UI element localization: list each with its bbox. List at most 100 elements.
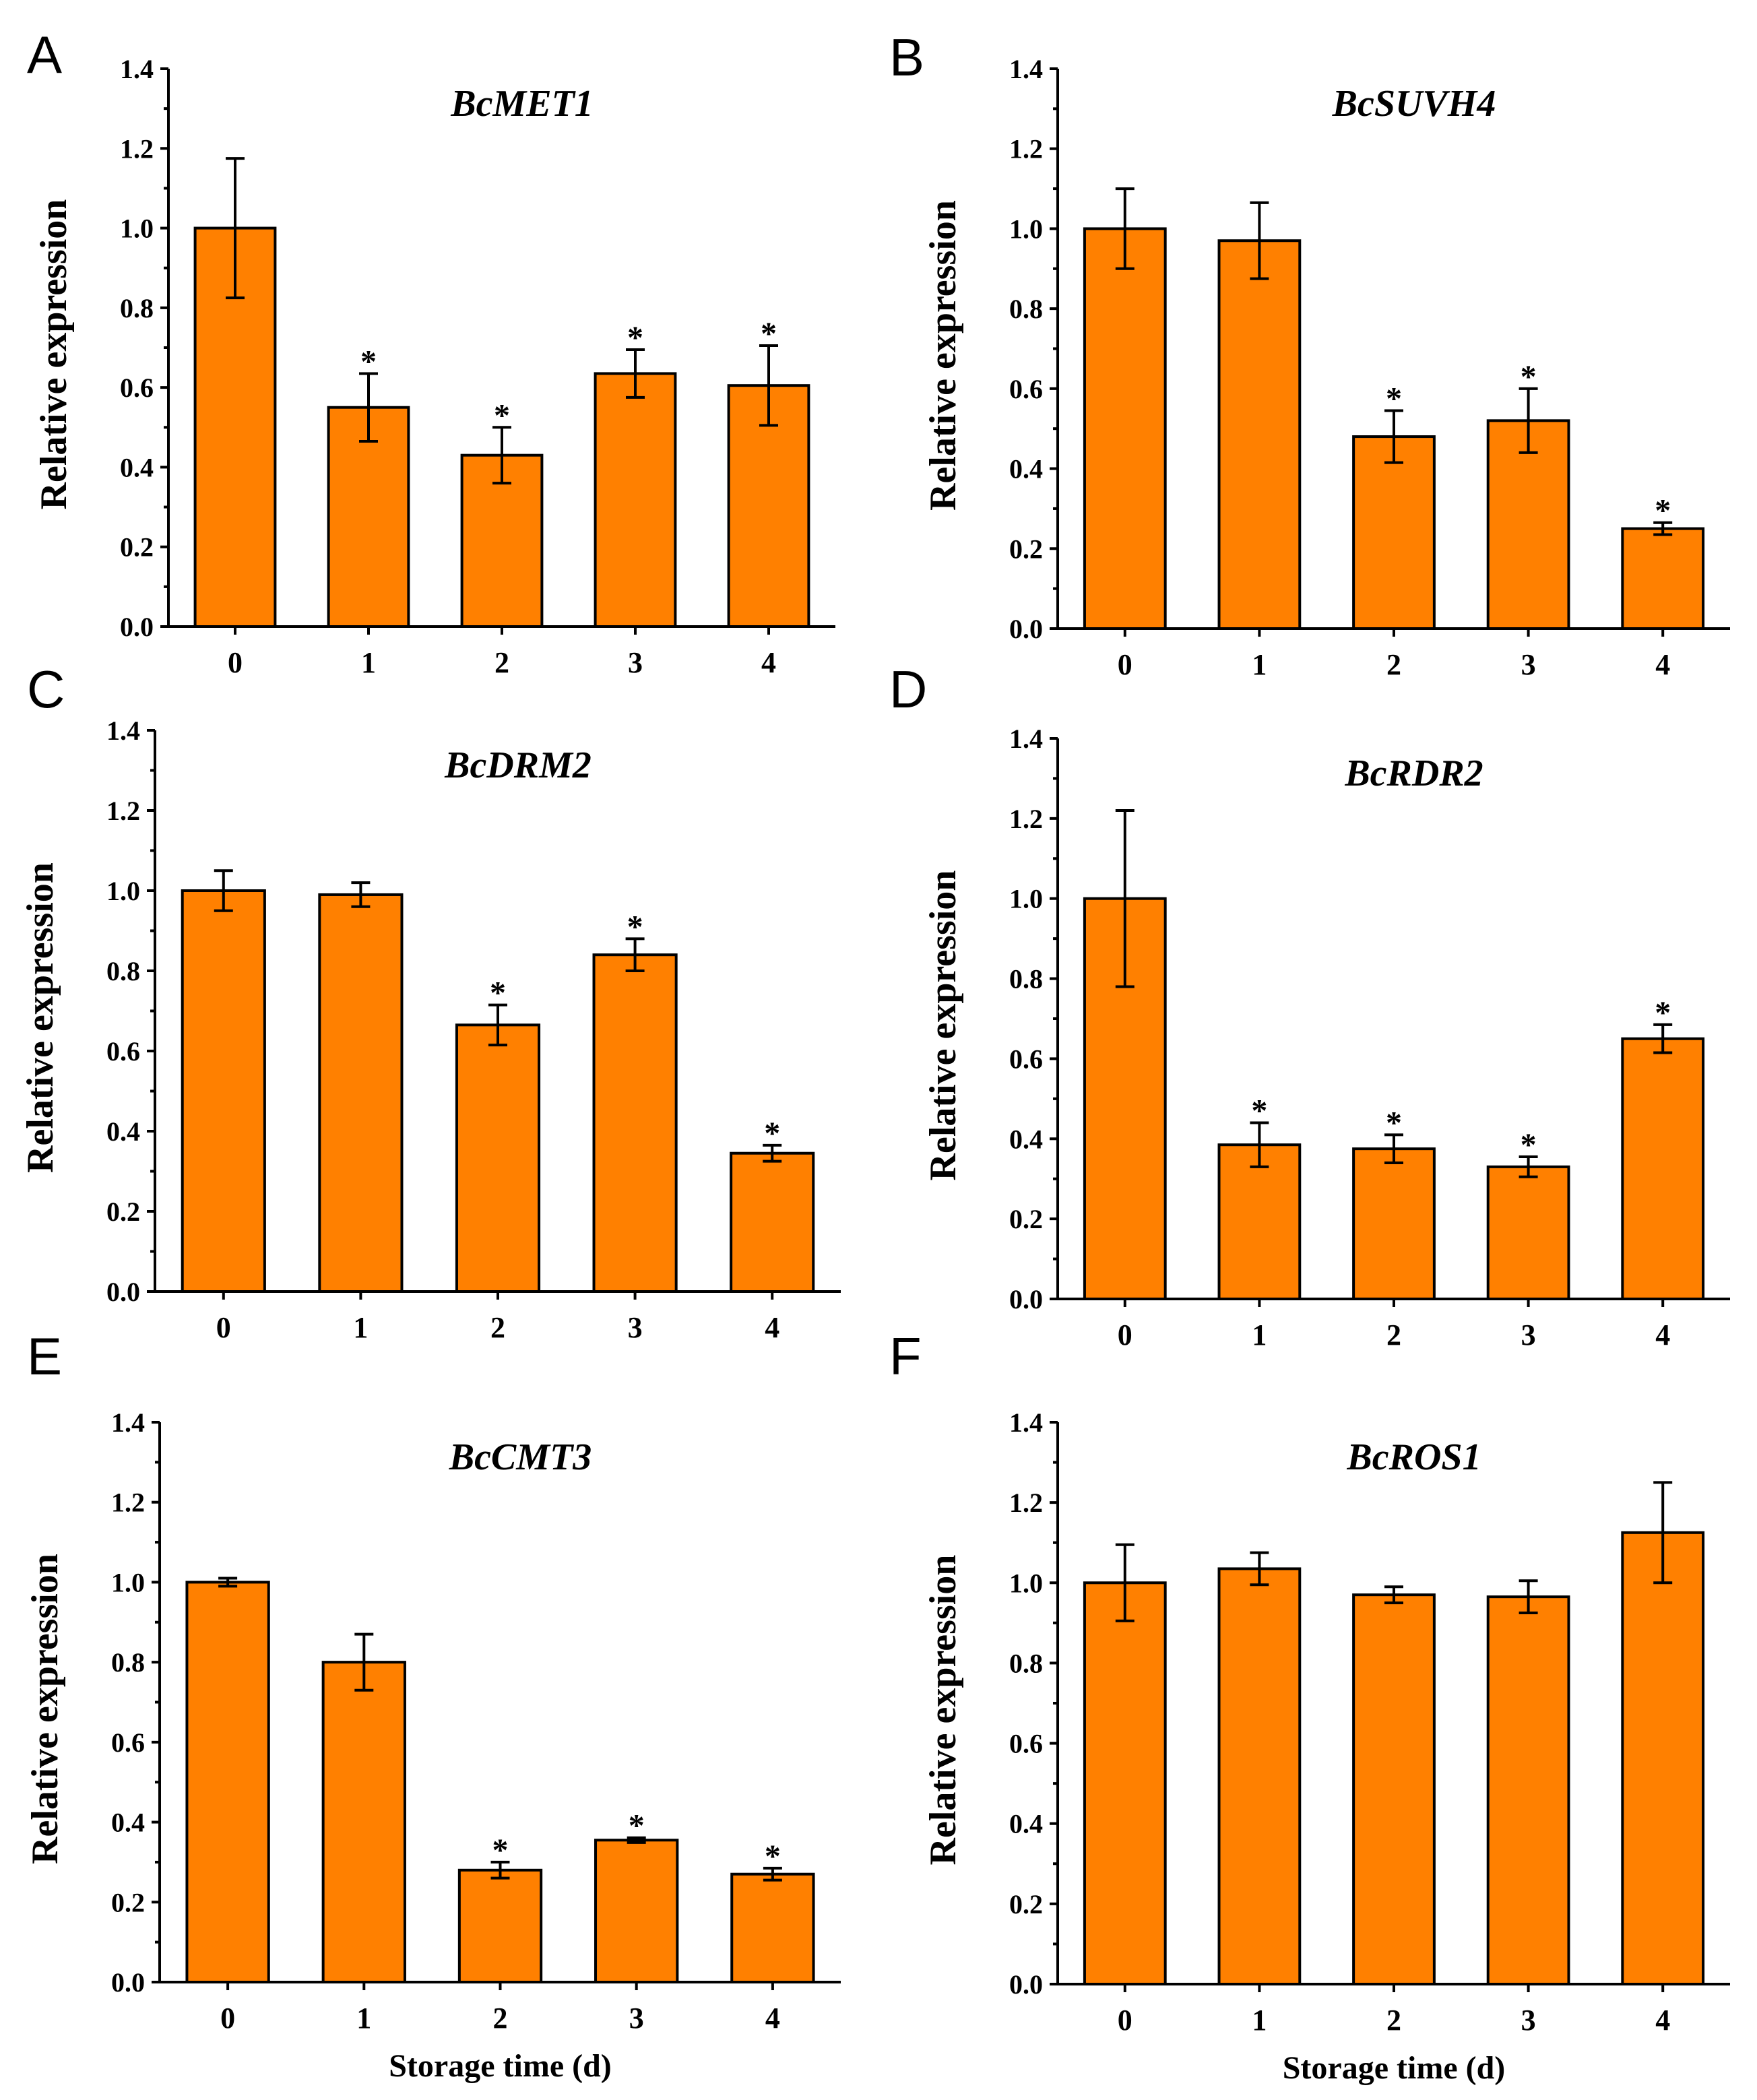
x-tick-label: 2 — [493, 2002, 508, 2035]
y-tick-label: 1.2 — [111, 1488, 145, 1518]
significance-marker: * — [627, 320, 643, 356]
bar — [1217, 1567, 1302, 1986]
x-tick-label: 3 — [629, 2002, 644, 2035]
bar — [321, 1661, 406, 1983]
y-tick-label: 1.0 — [1009, 884, 1043, 914]
y-tick-label: 0.6 — [111, 1727, 145, 1758]
panel-letter: F — [889, 1327, 922, 1386]
y-tick-label: 1.4 — [1009, 54, 1043, 84]
bar — [730, 1151, 815, 1293]
y-axis-label: Relative expression — [24, 1554, 66, 1864]
bar — [1083, 1581, 1167, 1985]
gene-title: BcCMT3 — [449, 1436, 592, 1478]
panel-letter: A — [27, 25, 62, 84]
panel-c: C BcDRM2 0.0 0.2 0.4 0.6 0.8 1.0 1.2 1.4 Relative … — [20, 660, 841, 1344]
y-tick-label: 0.4 — [111, 1808, 145, 1838]
y-tick-label: 0.4 — [106, 1116, 140, 1147]
bar — [730, 1872, 815, 1983]
panel-letter: B — [889, 28, 924, 87]
panel-letter: E — [27, 1327, 62, 1386]
bar — [594, 1839, 679, 1984]
panel-b: B BcSUVH4 0.0 0.2 0.4 0.6 0.8 1.0 1.2 1.4 Relative… — [889, 28, 1730, 681]
x-tick-label: 1 — [1252, 2004, 1267, 2037]
y-tick-label: 1.4 — [111, 1407, 145, 1438]
x-tick-label: 3 — [1521, 1318, 1536, 1351]
bar — [327, 406, 410, 628]
x-tick-label: 3 — [628, 646, 643, 679]
significance-marker: * — [765, 1839, 781, 1874]
x-tick-label: 0 — [1118, 2004, 1132, 2037]
significance-marker: * — [1521, 1127, 1537, 1163]
bar — [1083, 227, 1167, 630]
y-tick-label: 0.2 — [106, 1197, 140, 1227]
y-tick-label: 0.0 — [106, 1277, 140, 1307]
panel-e: E BcCMT3 0.0 0.2 0.4 0.6 0.8 1.0 1.2 1.4 Relative … — [24, 1327, 841, 2084]
bar — [1352, 435, 1436, 630]
significance-marker: * — [1521, 359, 1537, 395]
x-tick-label: 4 — [1655, 1318, 1670, 1351]
y-tick-label: 0.6 — [106, 1036, 140, 1067]
significance-marker: * — [490, 976, 506, 1011]
y-tick-label: 0.4 — [120, 452, 154, 482]
bar — [1486, 1165, 1570, 1301]
x-tick-label: 1 — [1252, 1318, 1267, 1351]
significance-marker: * — [1251, 1093, 1267, 1129]
y-tick-label: 1.0 — [1009, 1568, 1043, 1598]
y-tick-label: 0.8 — [120, 293, 154, 323]
y-tick-label: 1.2 — [106, 796, 140, 826]
panel-a: A BcMET1 0.0 0.2 0.4 0.6 0.8 1.0 1.2 1.4 Relative … — [27, 25, 835, 679]
y-tick-label: 0.2 — [120, 532, 154, 563]
y-axis-label: Relative expression — [922, 1555, 964, 1866]
bar — [1621, 527, 1705, 630]
y-tick-label: 0.0 — [111, 1967, 145, 1998]
y-tick-label: 0.2 — [1009, 1204, 1043, 1234]
y-tick-label: 0.2 — [1009, 534, 1043, 564]
x-axis-label: Storage time (d) — [389, 2048, 612, 2084]
x-tick-label: 1 — [356, 2002, 371, 2035]
panel-letter: C — [27, 660, 65, 719]
gene-title: BcMET1 — [450, 83, 594, 125]
y-tick-label: 1.0 — [120, 214, 154, 244]
panel-d: D BcRDR2 0.0 0.2 0.4 0.6 0.8 1.0 1.2 1.4 Relative … — [889, 660, 1730, 1351]
x-tick-label: 3 — [628, 1311, 643, 1344]
y-tick-label: 1.2 — [1009, 1488, 1043, 1518]
gene-title: BcSUVH4 — [1332, 83, 1496, 125]
y-tick-label: 0.8 — [106, 956, 140, 986]
x-tick-label: 0 — [216, 1311, 231, 1344]
y-tick-label: 0.2 — [1009, 1889, 1043, 1919]
x-tick-label: 4 — [765, 2002, 780, 2035]
y-tick-label: 1.4 — [1009, 1407, 1043, 1438]
significance-marker: * — [627, 909, 643, 945]
y-tick-label: 1.2 — [1009, 804, 1043, 834]
x-tick-label: 4 — [1655, 2004, 1670, 2037]
x-tick-label: 0 — [1118, 1318, 1132, 1351]
significance-marker: * — [492, 1833, 509, 1868]
x-tick-label: 1 — [361, 646, 376, 679]
x-tick-label: 1 — [1252, 648, 1267, 681]
x-tick-label: 1 — [353, 1311, 368, 1344]
y-tick-label: 0.2 — [111, 1887, 145, 1917]
x-tick-label: 2 — [1386, 648, 1401, 681]
y-tick-label: 0.8 — [1009, 964, 1043, 994]
bar — [1217, 1143, 1302, 1300]
y-axis-label: Relative expression — [33, 199, 75, 510]
bar — [592, 953, 678, 1293]
bar — [1217, 239, 1302, 630]
significance-marker: * — [1655, 995, 1671, 1031]
gene-title: BcROS1 — [1346, 1436, 1481, 1478]
y-tick-label: 0.4 — [1009, 1124, 1043, 1154]
gene-title: BcDRM2 — [444, 744, 592, 786]
significance-marker: * — [1655, 493, 1671, 529]
y-tick-label: 0.0 — [1009, 614, 1043, 644]
bar — [457, 1868, 543, 1984]
y-tick-label: 1.4 — [106, 715, 140, 746]
y-tick-label: 0.8 — [1009, 294, 1043, 324]
x-tick-label: 2 — [1386, 1318, 1401, 1351]
significance-marker: * — [629, 1808, 645, 1844]
significance-marker: * — [360, 344, 377, 379]
significance-marker: * — [764, 1116, 780, 1151]
y-tick-label: 0.6 — [1009, 1729, 1043, 1759]
y-tick-label: 0.6 — [120, 373, 154, 403]
y-tick-label: 1.4 — [1009, 724, 1043, 754]
